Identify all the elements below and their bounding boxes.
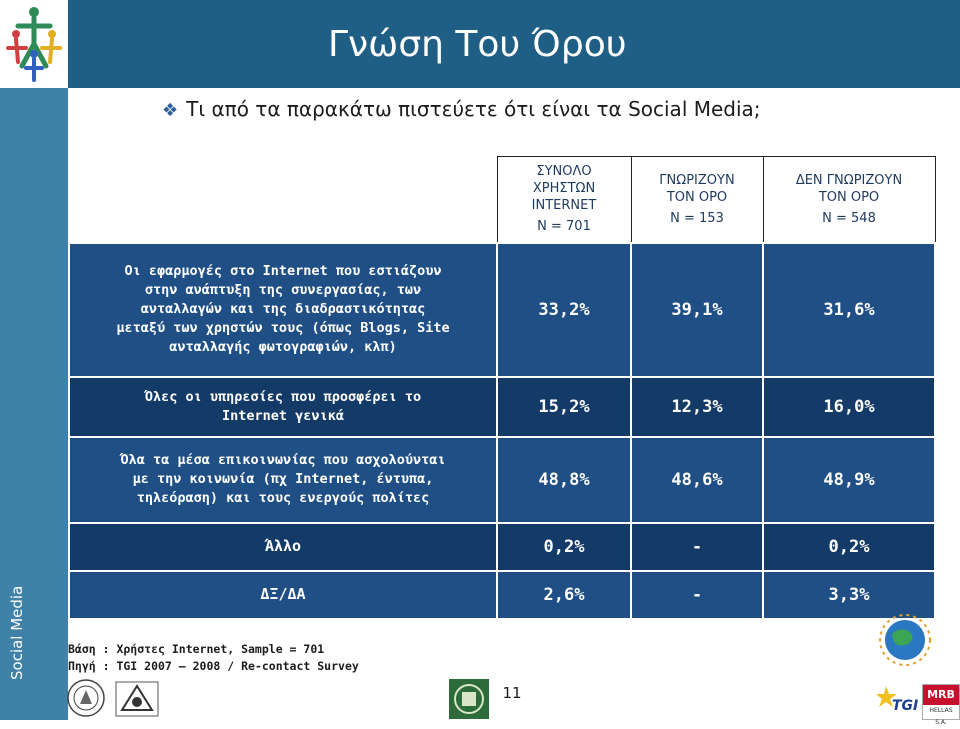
table-row: Όλα τα μέσα επικοινωνίας που ασχολούνται… [68, 435, 936, 524]
value-cell: 33,2% [496, 241, 632, 378]
side-label: Social Media [8, 585, 26, 680]
row-label: ΔΞ/ΔΑ [68, 569, 498, 620]
value-cell: 31,6% [762, 241, 936, 378]
left-sidebar [0, 88, 68, 720]
tgi-logo: TGI [876, 684, 922, 716]
value-cell: 48,6% [630, 435, 764, 524]
green-badge-logo [449, 679, 489, 719]
table-row: Όλες οι υπηρεσίες που προσφέρει το Inter… [68, 375, 936, 438]
row-label: Οι εφαρμογές στο Internet που εστιάζουν … [68, 241, 498, 378]
page-number: 11 [502, 684, 522, 702]
people-figures-logo [6, 7, 62, 82]
footnote-source: Πηγή : TGI 2007 – 2008 / Re-contact Surv… [68, 659, 359, 673]
column-header-total: ΣΥΝΟΛΟ ΧΡΗΣΤΩΝ INTERNET N = 701 [496, 156, 632, 243]
tgi-logo-text: TGI [892, 698, 919, 714]
table-row: Οι εφαρμογές στο Internet που εστιάζουν … [68, 241, 936, 378]
university-seal-logo [67, 679, 105, 717]
institute-emblem-logo [115, 681, 159, 717]
row-label: Όλες οι υπηρεσίες που προσφέρει το Inter… [68, 375, 498, 438]
value-cell: 0,2% [762, 521, 936, 572]
value-cell: 2,6% [496, 569, 632, 620]
value-cell: 12,3% [630, 375, 764, 438]
column-header-dont-know: ΔΕΝ ΓΝΩΡΙΖΟΥΝ ΤΟΝ ΟΡΟ N = 548 [762, 156, 936, 243]
header-empty-cell [69, 156, 497, 243]
value-cell: 48,8% [496, 435, 632, 524]
mrb-logo-subtext: HELLAS S.A. [929, 707, 953, 726]
value-cell: 48,9% [762, 435, 936, 524]
logo-area [0, 0, 68, 88]
value-cell: - [630, 569, 764, 620]
table-row: Άλλο 0,2% - 0,2% [68, 521, 936, 572]
row-label: Άλλο [68, 521, 498, 572]
mrb-logo-text: MRB [923, 685, 959, 705]
value-cell: 3,3% [762, 569, 936, 620]
slide-title: Γνώση Του Όρου [328, 24, 627, 65]
star-icon [876, 686, 897, 707]
question-line: ❖ Τι από τα παρακάτω πιστεύετε ότι είναι … [162, 97, 761, 121]
footnote-base: Βάση : Χρήστες Internet, Sample = 701 [68, 642, 325, 656]
footnote: Βάση : Χρήστες Internet, Sample = 701 Πη… [68, 641, 359, 675]
title-bar [68, 0, 960, 88]
value-cell: 0,2% [496, 521, 632, 572]
globe-icon [879, 614, 931, 666]
value-cell: 39,1% [630, 241, 764, 378]
diamond-bullet-icon: ❖ [162, 100, 179, 121]
value-cell: 15,2% [496, 375, 632, 438]
row-label: Όλα τα μέσα επικοινωνίας που ασχολούνται… [68, 435, 498, 524]
column-header-know: ΓΝΩΡΙΖΟΥΝ ΤΟΝ ΟΡΟ N = 153 [630, 156, 764, 243]
value-cell: 16,0% [762, 375, 936, 438]
header-row: ΣΥΝΟΛΟ ΧΡΗΣΤΩΝ INTERNET N = 701 ΓΝΩΡΙΖΟΥ… [69, 156, 936, 243]
value-cell: - [630, 521, 764, 572]
results-table: ΣΥΝΟΛΟ ΧΡΗΣΤΩΝ INTERNET N = 701 ΓΝΩΡΙΖΟΥ… [68, 156, 936, 620]
question-text: Τι από τα παρακάτω πιστεύετε ότι είναι τ… [186, 97, 761, 121]
mrb-logo: MRB HELLAS S.A. [922, 684, 960, 726]
table-row: ΔΞ/ΔΑ 2,6% - 3,3% [68, 569, 936, 620]
